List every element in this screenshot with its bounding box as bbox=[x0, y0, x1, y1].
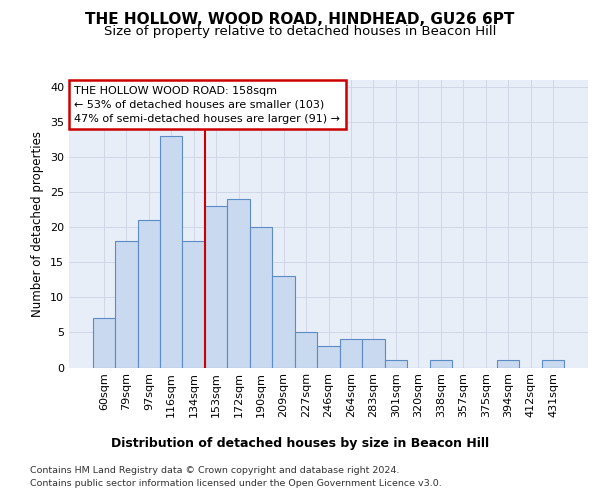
Bar bbox=[295, 332, 317, 368]
Bar bbox=[160, 136, 182, 368]
Bar bbox=[182, 242, 205, 368]
Bar bbox=[385, 360, 407, 368]
Bar bbox=[205, 206, 227, 368]
Text: Distribution of detached houses by size in Beacon Hill: Distribution of detached houses by size … bbox=[111, 438, 489, 450]
Bar bbox=[92, 318, 115, 368]
Text: Contains public sector information licensed under the Open Government Licence v3: Contains public sector information licen… bbox=[30, 479, 442, 488]
Text: Size of property relative to detached houses in Beacon Hill: Size of property relative to detached ho… bbox=[104, 25, 496, 38]
Bar bbox=[430, 360, 452, 368]
Bar bbox=[250, 228, 272, 368]
Bar bbox=[227, 199, 250, 368]
Bar bbox=[115, 242, 137, 368]
Bar bbox=[272, 276, 295, 368]
Text: THE HOLLOW, WOOD ROAD, HINDHEAD, GU26 6PT: THE HOLLOW, WOOD ROAD, HINDHEAD, GU26 6P… bbox=[85, 12, 515, 28]
Bar bbox=[340, 340, 362, 367]
Text: Contains HM Land Registry data © Crown copyright and database right 2024.: Contains HM Land Registry data © Crown c… bbox=[30, 466, 400, 475]
Bar bbox=[497, 360, 520, 368]
Bar bbox=[137, 220, 160, 368]
Bar bbox=[542, 360, 565, 368]
Y-axis label: Number of detached properties: Number of detached properties bbox=[31, 130, 44, 317]
Bar bbox=[317, 346, 340, 368]
Bar bbox=[362, 340, 385, 367]
Text: THE HOLLOW WOOD ROAD: 158sqm
← 53% of detached houses are smaller (103)
47% of s: THE HOLLOW WOOD ROAD: 158sqm ← 53% of de… bbox=[74, 86, 340, 124]
